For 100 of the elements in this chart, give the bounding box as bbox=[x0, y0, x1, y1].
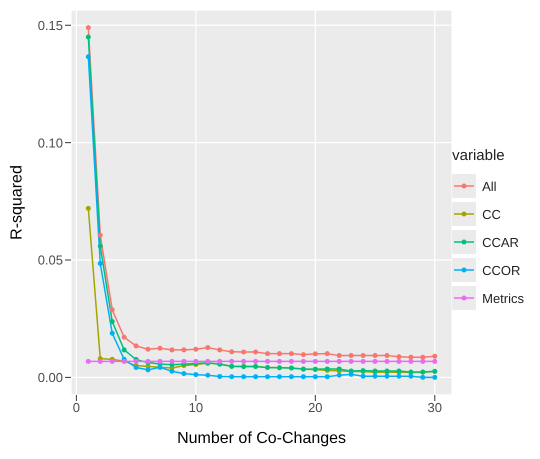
point bbox=[432, 374, 438, 380]
point bbox=[408, 358, 414, 364]
point bbox=[324, 358, 330, 364]
x-tick-label: 0 bbox=[72, 400, 80, 416]
point bbox=[241, 358, 246, 364]
point bbox=[169, 368, 174, 374]
point bbox=[348, 372, 354, 377]
point bbox=[98, 244, 103, 249]
legend-label: CCOR bbox=[482, 262, 520, 278]
point bbox=[420, 358, 426, 364]
point bbox=[193, 358, 198, 364]
point bbox=[360, 374, 366, 379]
point bbox=[253, 358, 258, 364]
point bbox=[158, 346, 163, 351]
point bbox=[396, 358, 402, 364]
y-tick-label: 0.05 bbox=[38, 252, 63, 268]
point bbox=[372, 358, 378, 364]
point bbox=[265, 374, 270, 380]
point bbox=[86, 206, 91, 211]
legend-label: CC bbox=[482, 206, 501, 222]
point bbox=[265, 358, 270, 364]
point bbox=[241, 350, 246, 355]
point bbox=[288, 351, 294, 356]
point bbox=[205, 345, 210, 350]
point bbox=[336, 372, 342, 378]
point bbox=[181, 347, 186, 352]
point bbox=[110, 307, 115, 312]
point bbox=[229, 349, 234, 354]
point bbox=[276, 358, 282, 364]
point bbox=[134, 343, 139, 348]
point bbox=[432, 358, 438, 364]
point bbox=[312, 374, 318, 380]
point bbox=[241, 374, 246, 380]
point bbox=[360, 358, 366, 364]
point bbox=[408, 374, 414, 379]
point bbox=[110, 319, 115, 324]
point bbox=[300, 374, 306, 380]
point bbox=[372, 353, 378, 358]
point bbox=[336, 358, 342, 364]
point bbox=[372, 374, 378, 379]
point bbox=[288, 358, 294, 364]
y-tick-label: 0.00 bbox=[38, 370, 63, 386]
point bbox=[193, 372, 198, 378]
point bbox=[98, 261, 103, 266]
y-tick-label: 0.15 bbox=[38, 18, 63, 33]
point bbox=[253, 350, 258, 355]
x-tick-label: 30 bbox=[428, 400, 442, 416]
point bbox=[265, 351, 270, 356]
point bbox=[86, 54, 91, 60]
point bbox=[205, 372, 210, 378]
point bbox=[276, 351, 282, 356]
point bbox=[86, 358, 91, 364]
legend-label: Metrics bbox=[482, 290, 524, 306]
legend-title: variable bbox=[452, 147, 506, 164]
point bbox=[146, 367, 151, 372]
point bbox=[181, 371, 186, 376]
point bbox=[217, 347, 222, 352]
point bbox=[408, 354, 414, 360]
point bbox=[98, 358, 103, 364]
point bbox=[253, 374, 258, 380]
point bbox=[276, 374, 282, 380]
point bbox=[217, 374, 222, 379]
point bbox=[181, 358, 186, 364]
point bbox=[360, 353, 366, 358]
point bbox=[193, 346, 198, 352]
point bbox=[169, 358, 174, 364]
y-tick-label: 0.10 bbox=[38, 135, 63, 150]
point bbox=[396, 374, 402, 379]
point bbox=[384, 353, 390, 358]
point bbox=[396, 354, 402, 360]
point bbox=[312, 351, 318, 356]
point bbox=[300, 352, 306, 358]
point bbox=[86, 34, 91, 40]
point bbox=[217, 358, 222, 364]
x-tick-label: 10 bbox=[188, 400, 204, 416]
point bbox=[169, 347, 174, 352]
point bbox=[158, 358, 163, 364]
point bbox=[110, 330, 115, 336]
point bbox=[348, 353, 354, 358]
point bbox=[384, 374, 390, 379]
x-tick-label: 20 bbox=[308, 400, 323, 416]
point bbox=[420, 374, 426, 380]
point bbox=[229, 374, 234, 380]
point bbox=[146, 346, 151, 352]
point bbox=[384, 358, 390, 364]
legend-label: CCAR bbox=[482, 234, 519, 250]
point bbox=[312, 358, 318, 364]
point bbox=[122, 347, 127, 352]
point bbox=[98, 232, 103, 238]
point bbox=[229, 358, 234, 364]
point bbox=[432, 354, 438, 359]
point bbox=[86, 25, 91, 30]
point bbox=[324, 351, 330, 356]
point bbox=[122, 334, 127, 340]
point bbox=[288, 374, 294, 380]
x-axis-title: Number of Co-Changes bbox=[177, 430, 346, 447]
point bbox=[324, 374, 330, 380]
y-axis-title: R-squared bbox=[8, 165, 26, 240]
point bbox=[336, 353, 342, 358]
point bbox=[300, 358, 306, 364]
